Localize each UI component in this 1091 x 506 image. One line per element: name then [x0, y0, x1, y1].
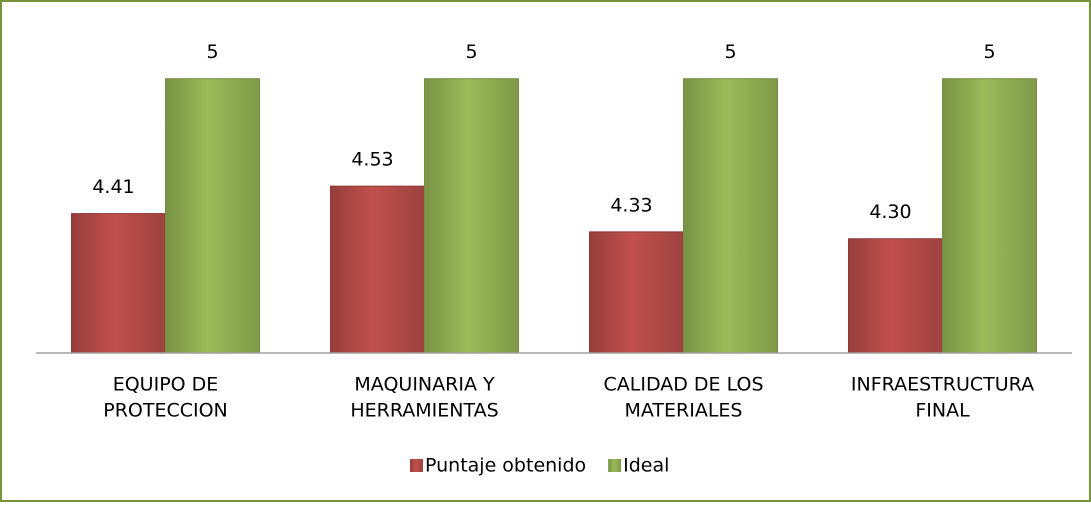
data-label: 5	[983, 41, 995, 63]
legend-label: Ideal	[623, 455, 669, 477]
x-tick-label: CALIDAD DE LOS	[603, 374, 763, 396]
legend-label: Puntaje obtenido	[425, 455, 586, 477]
data-label: 5	[206, 41, 218, 63]
bar	[683, 78, 778, 354]
x-tick-label: MAQUINARIA Y	[354, 374, 495, 396]
x-tick-label: EQUIPO DE	[113, 374, 219, 396]
data-label: 5	[724, 41, 736, 63]
data-label: 4.53	[351, 149, 393, 171]
data-label: 4.33	[610, 194, 652, 216]
bar	[942, 78, 1037, 354]
x-tick-label: INFRAESTRUCTURA	[851, 374, 1034, 396]
bar	[71, 213, 166, 354]
bar	[589, 231, 684, 354]
data-label: 4.30	[869, 201, 911, 223]
legend-swatch	[608, 459, 622, 472]
bar	[330, 185, 425, 354]
bar	[165, 78, 260, 354]
data-label: 5	[465, 41, 477, 63]
bar	[848, 238, 943, 354]
data-label: 4.41	[92, 176, 134, 198]
bar	[424, 78, 519, 354]
x-tick-label: MATERIALES	[625, 400, 743, 422]
x-tick-label: PROTECCION	[103, 400, 228, 422]
x-tick-label: FINAL	[915, 400, 970, 422]
legend: Puntaje obtenido Ideal	[410, 455, 669, 477]
x-tick-label: HERRAMIENTAS	[350, 400, 498, 422]
legend-swatch	[410, 459, 423, 472]
